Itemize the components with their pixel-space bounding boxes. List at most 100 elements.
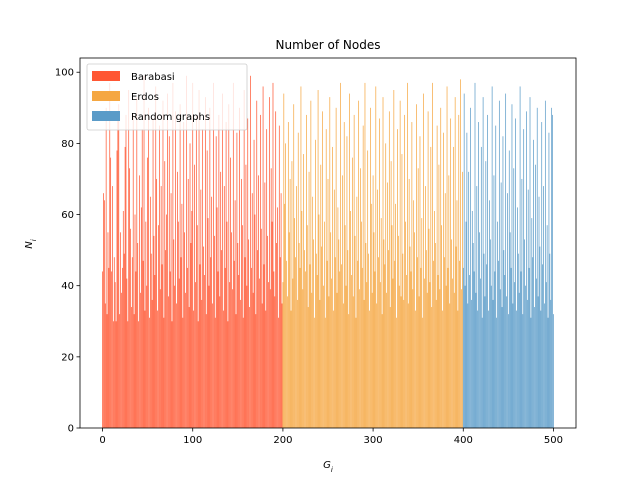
bar <box>349 93 350 428</box>
bar <box>223 186 225 428</box>
y-tick-label: 100 <box>55 68 74 79</box>
bar <box>516 310 517 428</box>
legend: Barabasi Erdos Random graphs <box>86 63 248 131</box>
bar <box>131 307 132 428</box>
bar <box>139 175 140 428</box>
bar <box>548 132 550 428</box>
bar <box>316 275 318 428</box>
bar <box>250 75 251 428</box>
bar <box>122 267 123 428</box>
bar <box>149 317 150 428</box>
bar <box>410 271 412 428</box>
bar <box>269 97 270 428</box>
bar <box>304 250 305 428</box>
bar <box>167 93 168 428</box>
bar <box>255 314 257 428</box>
bar <box>535 278 537 428</box>
bar <box>165 250 167 428</box>
bar <box>308 171 310 428</box>
bar <box>357 260 359 428</box>
bar <box>368 253 369 428</box>
bar <box>383 239 385 428</box>
bar <box>403 299 405 428</box>
bar <box>202 129 204 428</box>
bar <box>363 299 365 428</box>
bar <box>292 278 294 428</box>
bar <box>260 228 262 428</box>
bar <box>528 267 530 428</box>
bar <box>287 296 288 428</box>
bar <box>193 310 194 428</box>
bar <box>274 296 276 428</box>
bar <box>145 221 147 428</box>
bar <box>362 125 364 428</box>
bar <box>118 104 120 428</box>
bar <box>356 196 358 428</box>
bar <box>453 292 455 428</box>
bar <box>138 321 139 428</box>
bar <box>313 239 314 428</box>
bar <box>109 82 111 429</box>
bar <box>460 79 461 428</box>
bar <box>207 218 209 428</box>
bar <box>233 260 235 428</box>
legend-label: Random graphs <box>131 112 210 123</box>
bar <box>472 243 474 428</box>
bar <box>522 314 524 428</box>
bar <box>270 168 272 429</box>
bar <box>424 278 425 428</box>
bar <box>491 86 493 429</box>
bar <box>205 314 207 428</box>
bar <box>378 257 379 428</box>
bar <box>534 307 535 428</box>
bar <box>517 207 518 428</box>
bar <box>239 107 240 428</box>
bar <box>251 193 253 428</box>
bar <box>227 321 229 428</box>
bar <box>135 271 137 428</box>
bar <box>390 161 392 429</box>
bar <box>430 146 432 428</box>
bar <box>120 232 121 428</box>
bar <box>372 175 374 428</box>
bar <box>494 271 496 428</box>
y-tick-label: 80 <box>61 139 74 150</box>
bar <box>188 307 190 428</box>
bar <box>220 171 222 428</box>
bar <box>540 310 542 428</box>
bar <box>253 139 255 428</box>
bar <box>412 289 414 428</box>
bar <box>197 321 199 428</box>
bar <box>531 218 533 428</box>
bar <box>143 75 145 428</box>
bar <box>479 232 480 428</box>
bar <box>116 150 118 428</box>
bar <box>105 107 107 428</box>
bar <box>481 317 483 428</box>
bar <box>113 321 114 428</box>
bar <box>544 100 546 428</box>
legend-box <box>86 63 248 131</box>
bar <box>344 225 346 428</box>
bar <box>115 321 117 428</box>
bar <box>170 193 172 428</box>
bar <box>369 310 370 428</box>
bar <box>279 257 281 428</box>
x-tick-label: 300 <box>364 435 383 446</box>
bar <box>467 303 469 428</box>
bar <box>450 118 452 428</box>
bar <box>339 271 341 428</box>
bar <box>261 303 263 428</box>
bar <box>437 275 439 428</box>
bar <box>260 114 261 429</box>
bar <box>497 221 498 428</box>
bar <box>268 282 269 428</box>
bar <box>140 207 142 428</box>
x-tick-label: 100 <box>183 435 202 446</box>
bar <box>265 310 267 428</box>
bar <box>419 136 421 428</box>
bar <box>192 82 194 429</box>
bar <box>434 210 435 428</box>
legend-label: Barabasi <box>131 72 175 83</box>
bar <box>148 107 149 428</box>
